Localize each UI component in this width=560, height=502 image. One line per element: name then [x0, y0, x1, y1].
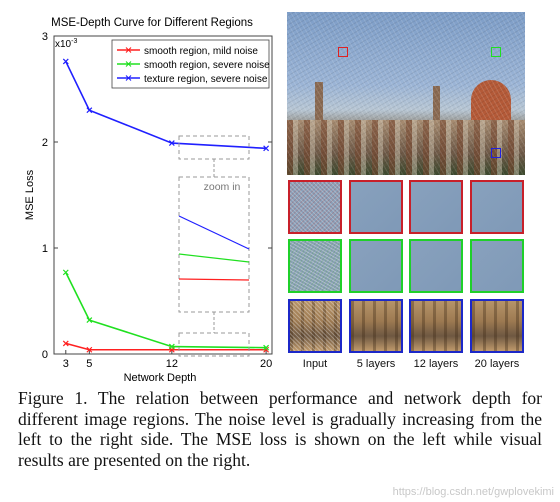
- legend: smooth region, mild noise smooth region, …: [111, 39, 270, 89]
- series-line: [65, 61, 267, 150]
- series-point: [263, 344, 270, 351]
- red-region-marker: [338, 47, 348, 57]
- column-label-12-layers: 12 layers: [413, 358, 459, 370]
- blue-5-layers-tile: [349, 299, 403, 353]
- green-20-layers-tile: [470, 239, 524, 293]
- y-tick-label: 1: [42, 243, 48, 255]
- bell-tower-shape: [433, 86, 440, 131]
- column-label-20-layers: 20 layers: [474, 358, 520, 370]
- y-tick-label: 2: [42, 137, 48, 149]
- series-point: [168, 140, 175, 146]
- x-tick-label: 5: [86, 358, 92, 370]
- blue-input-tile: [288, 299, 342, 353]
- series-group: [62, 58, 270, 353]
- noise-overlay: [287, 12, 525, 175]
- series-point: [62, 58, 69, 65]
- y-scale-label: x10-3: [55, 38, 77, 50]
- zoom-inset: zoom in: [178, 135, 250, 357]
- legend-marker: [125, 47, 132, 53]
- y-axis-label: MSE Loss: [24, 169, 36, 220]
- green-12-layers-tile: [409, 239, 463, 293]
- zoom-green-line: [178, 253, 250, 263]
- tower-shape: [315, 82, 323, 132]
- series-point: [86, 317, 93, 324]
- dome-shape: [471, 80, 511, 120]
- series-point: [86, 107, 93, 114]
- y-tick-label: 3: [42, 31, 48, 43]
- x-tick-label: 3: [63, 358, 69, 370]
- red-input-tile: [288, 180, 342, 234]
- x-tick-label: 20: [260, 358, 272, 370]
- red-20-layers-tile: [470, 180, 524, 234]
- x-tick-label: 12: [166, 358, 178, 370]
- blue-20-layers-tile: [470, 299, 524, 353]
- legend-label: smooth region, mild noise: [144, 46, 258, 57]
- red-5-layers-tile: [349, 180, 403, 234]
- series-line: [65, 342, 267, 351]
- x-axis-label: Network Depth: [124, 372, 197, 384]
- mse-depth-chart: MSE-Depth Curve for Different Regions 0 1…: [24, 17, 273, 384]
- blue-12-layers-tile: [409, 299, 463, 353]
- watermark: https://blog.csdn.net/gwplovekimi: [392, 486, 554, 498]
- legend-marker: [125, 61, 132, 67]
- column-label-input: Input: [302, 358, 328, 370]
- y-tick-label: 0: [42, 349, 48, 361]
- blue-region-marker: [491, 148, 501, 158]
- series-line: [65, 272, 267, 349]
- y-axis: 0 1 2 3: [42, 31, 272, 361]
- green-region-marker: [491, 47, 501, 57]
- series-point: [62, 269, 69, 276]
- series-point: [62, 340, 69, 347]
- green-input-tile: [288, 239, 342, 293]
- x-axis: 3 5 12 20: [63, 350, 272, 370]
- legend-label: smooth region, severe noise: [144, 60, 270, 71]
- plot-frame: [53, 35, 273, 355]
- rooftops: [287, 120, 525, 175]
- zoom-red-line: [178, 278, 250, 281]
- column-label-5-layers: 5 layers: [356, 358, 396, 370]
- chart-title: MSE-Depth Curve for Different Regions: [51, 17, 253, 29]
- red-12-layers-tile: [409, 180, 463, 234]
- green-5-layers-tile: [349, 239, 403, 293]
- zoom-blue-line: [178, 215, 250, 250]
- legend-label: texture region, severe noise: [144, 74, 268, 85]
- zoom-panel: [178, 176, 250, 313]
- series-point: [168, 343, 175, 350]
- legend-marker: [125, 75, 132, 81]
- zoom-bottom-box: [178, 332, 250, 357]
- zoom-label: zoom in: [204, 181, 241, 193]
- figure-caption: Figure 1. The relation between performan…: [18, 388, 542, 470]
- series-point: [86, 346, 93, 353]
- florence-cityscape-image: [287, 12, 525, 175]
- series-point: [263, 145, 270, 152]
